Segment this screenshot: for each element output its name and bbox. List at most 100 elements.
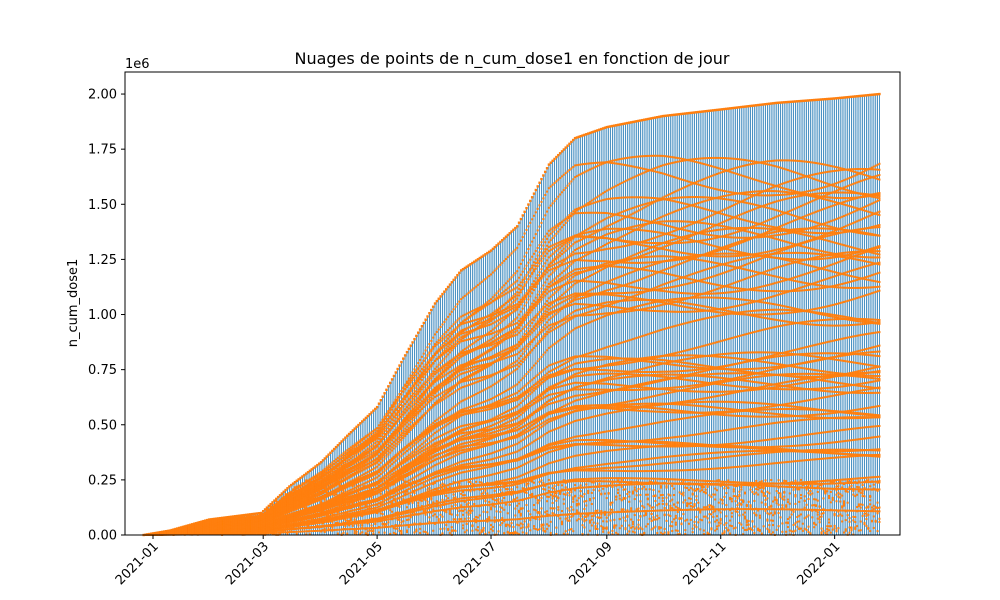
data-point [247, 530, 249, 532]
data-point [206, 521, 208, 523]
data-point [212, 525, 214, 527]
data-point [221, 528, 223, 530]
data-point [251, 525, 253, 527]
data-point [195, 527, 197, 529]
data-point [206, 527, 208, 529]
data-point [195, 525, 197, 527]
data-point [202, 524, 204, 526]
data-point [260, 521, 262, 523]
data-point [251, 517, 253, 519]
data-point [236, 518, 238, 520]
data-point [255, 518, 257, 520]
data-point [253, 522, 255, 524]
data-point [210, 532, 212, 534]
data-point [217, 520, 219, 522]
data-point [247, 523, 249, 525]
data-point [167, 533, 169, 535]
data-point [255, 526, 257, 528]
data-point [234, 518, 236, 520]
data-point [189, 530, 191, 532]
data-point [232, 530, 234, 532]
data-point [199, 527, 201, 529]
data-point [229, 519, 231, 521]
data-point [184, 527, 186, 529]
data-point [257, 524, 259, 526]
data-point [174, 530, 176, 532]
data-point [182, 528, 184, 530]
data-point [208, 522, 210, 524]
data-point [257, 516, 259, 518]
data-point [270, 522, 272, 524]
data-point [230, 522, 232, 524]
data-point [266, 512, 268, 514]
data-point [184, 531, 186, 533]
data-point [225, 528, 227, 530]
data-point [268, 528, 270, 530]
data-point [242, 521, 244, 523]
data-point [240, 521, 242, 523]
data-point [258, 516, 260, 518]
data-point [264, 526, 266, 528]
data-point [214, 521, 216, 523]
data-point [264, 513, 266, 515]
data-point [238, 532, 240, 534]
data-point [193, 529, 195, 531]
data-point [244, 524, 246, 526]
data-point [204, 523, 206, 525]
data-point [193, 531, 195, 533]
data-point [262, 514, 264, 516]
data-point [187, 528, 189, 530]
data-point [249, 529, 251, 531]
data-point [225, 532, 227, 534]
data-point [180, 530, 182, 532]
data-point [257, 527, 259, 529]
data-point [255, 531, 257, 533]
data-point [247, 532, 249, 534]
data-point [238, 529, 240, 531]
data-point [210, 525, 212, 527]
data-point [199, 530, 201, 532]
data-point [212, 529, 214, 531]
data-point [229, 526, 231, 528]
data-point [227, 526, 229, 528]
data-point [232, 521, 234, 523]
data-point [245, 525, 247, 527]
data-point [236, 523, 238, 525]
data-point [210, 521, 212, 523]
data-point [234, 529, 236, 531]
data-point [257, 525, 259, 527]
data-point [210, 527, 212, 529]
data-point [178, 530, 180, 532]
data-point [214, 527, 216, 529]
data-point [227, 518, 229, 520]
data-point [234, 522, 236, 524]
data-point [225, 522, 227, 524]
data-point [232, 518, 234, 520]
data-point [247, 518, 249, 520]
data-point [212, 532, 214, 534]
data-point [236, 529, 238, 531]
data-point [225, 520, 227, 522]
data-point [227, 522, 229, 524]
data-point [268, 523, 270, 525]
data-point [234, 532, 236, 534]
data-point [238, 518, 240, 520]
data-point [221, 519, 223, 521]
data-point [266, 515, 268, 517]
data-point [216, 526, 218, 528]
data-point [212, 521, 214, 523]
data-point [255, 522, 257, 524]
data-point [260, 516, 262, 518]
data-point [262, 527, 264, 529]
data-point [208, 530, 210, 532]
data-point [240, 526, 242, 528]
data-point [266, 508, 268, 510]
data-point [262, 523, 264, 525]
data-point [266, 522, 268, 524]
data-point [251, 520, 253, 522]
data-point [242, 530, 244, 532]
y-axis-title: n_cum_dose1 [66, 259, 81, 348]
data-point [217, 526, 219, 528]
data-point [249, 533, 251, 535]
data-point [234, 526, 236, 528]
